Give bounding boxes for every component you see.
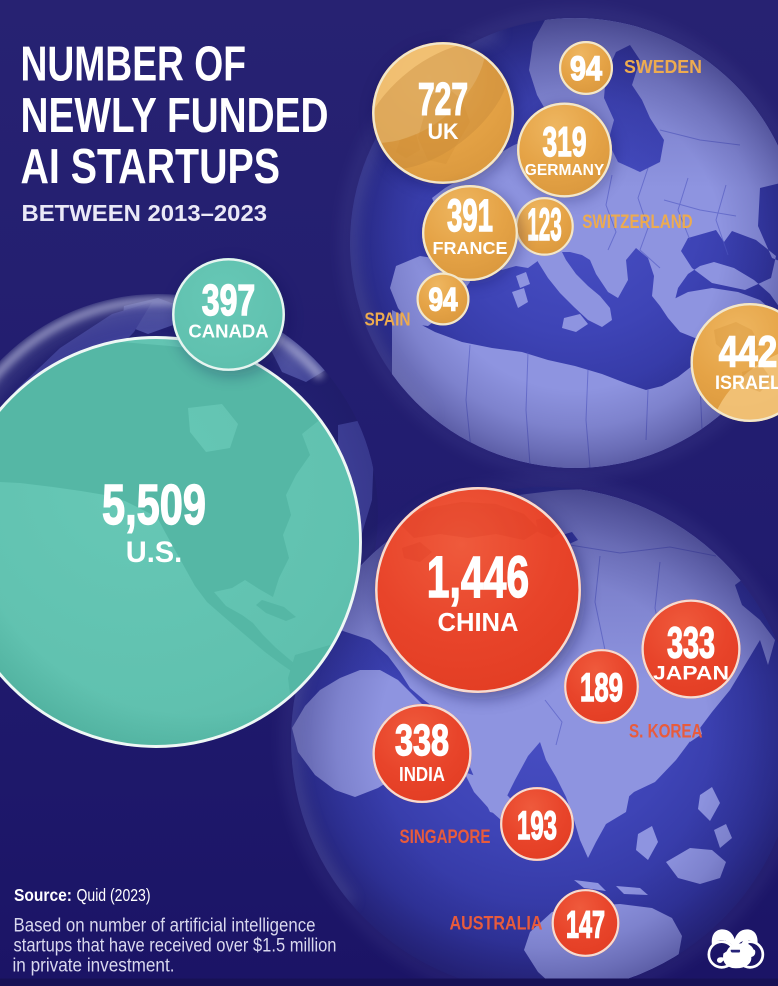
svg-text:727: 727 — [418, 74, 468, 125]
svg-text:NEWLY FUNDED: NEWLY FUNDED — [21, 88, 329, 143]
svg-text:SPAIN: SPAIN — [365, 308, 411, 329]
svg-text:319: 319 — [543, 118, 587, 165]
svg-text:S. KOREA: S. KOREA — [629, 721, 703, 742]
svg-text:333: 333 — [667, 618, 715, 667]
svg-text:GERMANY: GERMANY — [525, 162, 605, 179]
svg-text:INDIA: INDIA — [399, 764, 445, 786]
svg-text:in private investment.: in private investment. — [13, 956, 175, 977]
svg-text:391: 391 — [447, 190, 493, 241]
svg-text:338: 338 — [395, 716, 449, 765]
svg-text:U.S.: U.S. — [126, 536, 183, 569]
svg-text:397: 397 — [202, 276, 255, 325]
svg-text:5,509: 5,509 — [102, 473, 206, 537]
svg-text:189: 189 — [580, 666, 623, 710]
svg-text:1,446: 1,446 — [427, 545, 529, 610]
svg-text:startups that have received ov: startups that have received over $1.5 mi… — [14, 936, 337, 957]
svg-text:AUSTRALIA: AUSTRALIA — [450, 914, 543, 935]
svg-text:JAPAN: JAPAN — [653, 664, 729, 685]
svg-text:Based on number of artificial: Based on number of artificial intelligen… — [14, 916, 316, 937]
svg-text:123: 123 — [527, 199, 562, 250]
svg-text:94: 94 — [429, 282, 458, 318]
svg-text:147: 147 — [566, 905, 605, 947]
svg-text:Quid (2023): Quid (2023) — [77, 885, 151, 905]
svg-text:SWEDEN: SWEDEN — [624, 56, 702, 77]
svg-text:AI STARTUPS: AI STARTUPS — [21, 139, 281, 194]
svg-text:SINGAPORE: SINGAPORE — [400, 827, 491, 848]
svg-text:SWITZERLAND: SWITZERLAND — [582, 212, 692, 233]
svg-text:NUMBER OF: NUMBER OF — [21, 37, 247, 92]
svg-text:94: 94 — [570, 50, 602, 88]
svg-text:ISRAEL: ISRAEL — [715, 373, 778, 394]
svg-text:UK: UK — [428, 119, 459, 144]
svg-text:BETWEEN 2013–2023: BETWEEN 2013–2023 — [22, 200, 268, 226]
svg-text:CHINA: CHINA — [438, 607, 519, 637]
svg-text:CANADA: CANADA — [188, 320, 268, 341]
svg-text:442: 442 — [719, 328, 778, 377]
svg-text:Source:: Source: — [14, 885, 72, 905]
svg-text:FRANCE: FRANCE — [433, 238, 508, 258]
svg-text:193: 193 — [517, 804, 557, 848]
